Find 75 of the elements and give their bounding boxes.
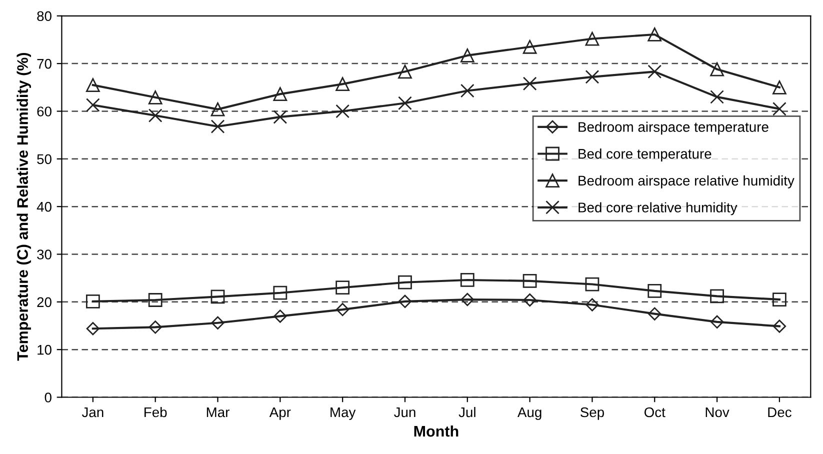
point <box>336 280 350 295</box>
point <box>648 28 662 42</box>
x-tick-label: Nov <box>706 407 730 418</box>
point <box>772 320 786 333</box>
point <box>710 289 724 304</box>
point <box>398 275 412 290</box>
point <box>772 102 786 116</box>
point <box>710 90 724 104</box>
point <box>86 294 100 308</box>
x-tick-label: May <box>330 407 356 420</box>
x-tick-label: Jul <box>458 406 476 418</box>
point <box>86 78 100 92</box>
point <box>522 76 537 91</box>
point <box>710 315 724 329</box>
point <box>522 274 537 288</box>
point <box>336 302 350 316</box>
point <box>585 277 600 292</box>
point <box>398 64 412 79</box>
point <box>274 310 287 323</box>
y-tick-label: 30 <box>37 250 52 260</box>
x-tick-label: Mar <box>206 407 230 418</box>
point <box>522 40 537 54</box>
point <box>273 110 288 124</box>
point <box>523 293 536 307</box>
point <box>148 320 162 334</box>
x-axis-title: Month <box>414 425 458 437</box>
point <box>460 48 474 62</box>
y-tick-label: 80 <box>37 11 52 22</box>
x-tick-label: Dec <box>768 407 792 418</box>
point <box>210 290 225 304</box>
legend-label: Bed core relative humidity <box>578 202 738 216</box>
point <box>86 98 100 112</box>
x-tick-label: Jun <box>394 407 416 418</box>
point <box>398 294 412 308</box>
legend-label: Bed core temperature <box>578 148 712 162</box>
y-axis-title: Temperature (C) and Relative Humidity (%) <box>16 52 31 361</box>
point <box>585 32 600 46</box>
x-tick-label: Aug <box>517 407 542 420</box>
y-tick-label: 20 <box>37 297 52 308</box>
point <box>273 87 288 102</box>
point <box>460 292 474 306</box>
point <box>336 104 350 118</box>
point <box>585 70 600 84</box>
point <box>772 292 786 306</box>
point <box>148 293 162 307</box>
x-tick-label: Oct <box>644 407 666 418</box>
x-tick-label: Jan <box>82 407 104 418</box>
point <box>148 90 162 104</box>
point <box>211 316 224 330</box>
point <box>210 102 225 116</box>
y-tick-label: 60 <box>37 106 52 116</box>
y-tick-label: 10 <box>38 344 52 355</box>
point <box>772 80 786 94</box>
point <box>210 120 225 134</box>
y-tick-label: 40 <box>36 202 52 212</box>
point <box>398 96 412 110</box>
point <box>586 298 599 312</box>
point <box>273 286 288 300</box>
point <box>460 273 474 287</box>
y-tick-label: 70 <box>37 58 52 69</box>
legend-label: Bedroom airspace temperature <box>578 122 768 135</box>
x-tick-label: Sep <box>580 407 604 420</box>
x-tick-label: Apr <box>269 407 291 420</box>
point <box>86 322 100 336</box>
point <box>648 284 662 298</box>
y-tick-label: 50 <box>37 154 52 164</box>
point <box>648 64 662 79</box>
point <box>648 307 662 320</box>
point <box>148 108 162 122</box>
point <box>336 77 350 92</box>
y-tick-label: 0 <box>44 392 52 402</box>
legend-label: Bedroom airspace relative humidity <box>578 175 794 188</box>
point <box>710 62 724 76</box>
x-tick-label: Feb <box>144 406 167 418</box>
point <box>460 84 474 98</box>
